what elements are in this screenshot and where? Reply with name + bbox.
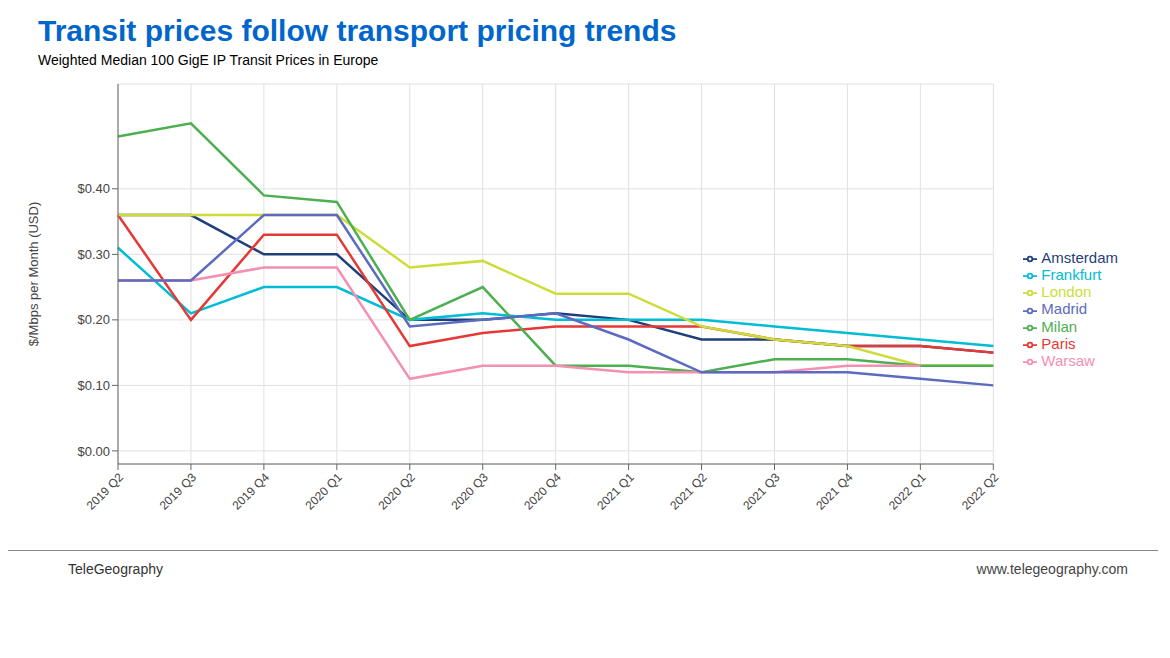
- svg-text:2021 Q2: 2021 Q2: [667, 470, 710, 513]
- svg-text:2019 Q3: 2019 Q3: [157, 470, 200, 513]
- html-text:Paris: Paris: [1041, 334, 1076, 352]
- svg-text:2020 Q2: 2020 Q2: [375, 470, 418, 513]
- svg-text:2021 Q4: 2021 Q4: [813, 470, 856, 513]
- svg-text:$0.40: $0.40: [77, 181, 110, 196]
- html-text:Milan: Milan: [1041, 317, 1078, 335]
- html-text:www.telegeography.com: www.telegeography.com: [976, 561, 1128, 577]
- svg-text:2022 Q1: 2022 Q1: [886, 470, 929, 513]
- svg-text:$/Mbps per Month (USD): $/Mbps per Month (USD): [26, 202, 41, 347]
- html-text:Madrid: Madrid: [1041, 300, 1088, 318]
- html-text:Weighted Median 100 GigE IP Tr: Weighted Median 100 GigE IP Transit Pric…: [38, 52, 379, 68]
- svg-text:$0.30: $0.30: [77, 247, 110, 262]
- html-text:London: London: [1041, 283, 1092, 301]
- svg-text:2021 Q1: 2021 Q1: [594, 470, 637, 513]
- svg-text:$0.10: $0.10: [77, 378, 110, 393]
- svg-text:$0.20: $0.20: [77, 312, 110, 327]
- svg-text:2020 Q4: 2020 Q4: [521, 470, 564, 513]
- html-text:TeleGeography: TeleGeography: [68, 561, 163, 577]
- html-text:Frankfurt: Frankfurt: [1041, 266, 1102, 284]
- svg-text:2019 Q4: 2019 Q4: [230, 470, 273, 513]
- svg-text:2019 Q2: 2019 Q2: [84, 470, 127, 513]
- html-text:Warsaw: Warsaw: [1041, 351, 1095, 369]
- svg-text:2022 Q2: 2022 Q2: [959, 470, 1002, 513]
- svg-text:2020 Q3: 2020 Q3: [448, 470, 491, 513]
- svg-text:2020 Q1: 2020 Q1: [303, 470, 346, 513]
- html-text:Amsterdam: Amsterdam: [1041, 249, 1118, 267]
- svg-text:2021 Q3: 2021 Q3: [740, 470, 783, 513]
- svg-text:$0.00: $0.00: [77, 444, 110, 459]
- html-text:Transit prices follow transpor: Transit prices follow transport pricing …: [38, 14, 677, 47]
